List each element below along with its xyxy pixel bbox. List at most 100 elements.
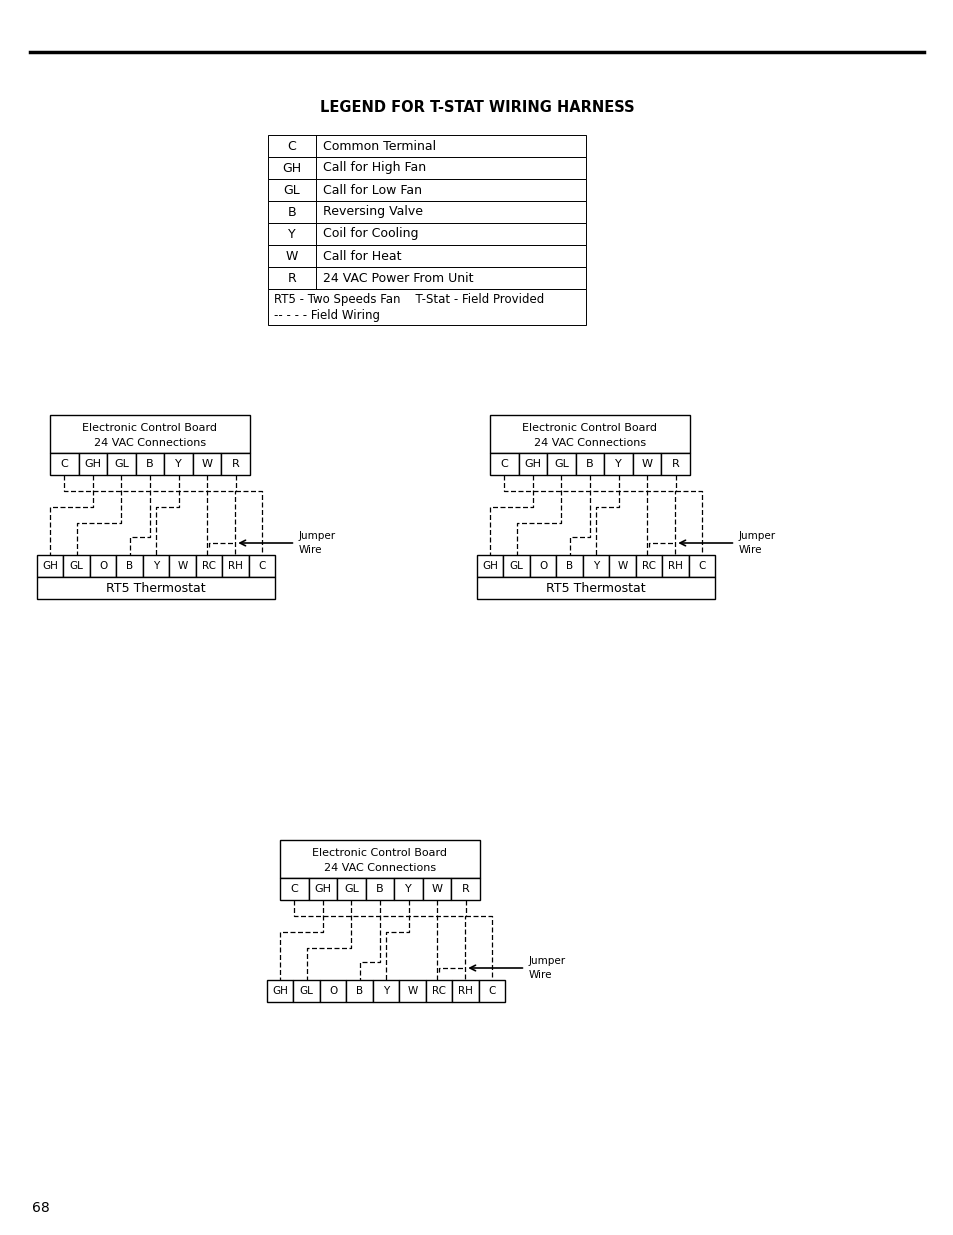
Text: RH: RH — [667, 561, 682, 571]
Text: GH: GH — [482, 561, 497, 571]
Bar — [268, 201, 585, 224]
Text: R: R — [461, 884, 469, 894]
Bar — [547, 453, 575, 475]
Bar — [603, 453, 632, 475]
Text: Electronic Control Board: Electronic Control Board — [522, 424, 657, 433]
Text: W: W — [617, 561, 627, 571]
Bar — [37, 555, 64, 577]
Text: B: B — [146, 459, 153, 469]
Text: C: C — [258, 561, 265, 571]
Bar — [169, 555, 195, 577]
Text: GL: GL — [344, 884, 358, 894]
Bar — [222, 555, 249, 577]
Text: GL: GL — [299, 986, 314, 995]
Text: Call for Heat: Call for Heat — [323, 249, 401, 263]
Text: W: W — [407, 986, 417, 995]
Text: C: C — [698, 561, 704, 571]
Text: Y: Y — [405, 884, 412, 894]
Text: Y: Y — [152, 561, 159, 571]
Bar — [476, 555, 503, 577]
Bar — [90, 555, 116, 577]
Bar — [78, 453, 107, 475]
Bar — [193, 453, 221, 475]
Bar — [50, 415, 250, 453]
Text: W: W — [431, 884, 442, 894]
Text: W: W — [177, 561, 188, 571]
Bar — [346, 981, 373, 1002]
Bar — [294, 981, 319, 1002]
Text: GL: GL — [70, 561, 84, 571]
Text: Call for Low Fan: Call for Low Fan — [323, 184, 421, 196]
Text: B: B — [126, 561, 133, 571]
Text: O: O — [99, 561, 107, 571]
Bar — [365, 878, 394, 900]
Bar — [398, 981, 425, 1002]
Text: Common Terminal: Common Terminal — [323, 140, 436, 152]
Text: RT5 - Two Speeds Fan    T-Stat - Field Provided: RT5 - Two Speeds Fan T-Stat - Field Prov… — [274, 293, 543, 305]
Bar — [319, 981, 346, 1002]
Bar — [221, 453, 250, 475]
Text: O: O — [538, 561, 547, 571]
Bar — [37, 577, 274, 599]
Text: Y: Y — [288, 227, 295, 241]
Text: Reversing Valve: Reversing Valve — [323, 205, 422, 219]
Text: RT5 Thermostat: RT5 Thermostat — [546, 582, 645, 594]
Bar — [143, 555, 169, 577]
Text: GH: GH — [84, 459, 101, 469]
Text: GL: GL — [283, 184, 300, 196]
Text: W: W — [286, 249, 298, 263]
Bar — [575, 453, 603, 475]
Text: GH: GH — [272, 986, 288, 995]
Text: LEGEND FOR T-STAT WIRING HARNESS: LEGEND FOR T-STAT WIRING HARNESS — [319, 100, 634, 116]
Text: C: C — [488, 986, 495, 995]
Text: GL: GL — [509, 561, 523, 571]
Bar — [490, 415, 689, 453]
Bar — [64, 555, 90, 577]
Bar — [490, 453, 518, 475]
Bar — [476, 577, 714, 599]
Text: RT5 Thermostat: RT5 Thermostat — [106, 582, 206, 594]
Bar — [268, 135, 585, 157]
Text: B: B — [375, 884, 383, 894]
Text: Electronic Control Board: Electronic Control Board — [82, 424, 217, 433]
Text: Jumper: Jumper — [298, 531, 335, 541]
Bar — [107, 453, 135, 475]
Text: RH: RH — [228, 561, 242, 571]
Text: O: O — [329, 986, 336, 995]
Bar — [268, 224, 585, 245]
Text: R: R — [232, 459, 239, 469]
Text: GH: GH — [282, 162, 301, 174]
Text: Y: Y — [382, 986, 389, 995]
Text: Call for High Fan: Call for High Fan — [323, 162, 426, 174]
Text: GL: GL — [113, 459, 129, 469]
Text: C: C — [290, 884, 298, 894]
Bar — [635, 555, 661, 577]
Text: Jumper: Jumper — [528, 956, 565, 966]
Text: Y: Y — [175, 459, 182, 469]
Bar — [688, 555, 714, 577]
Text: C: C — [500, 459, 508, 469]
Text: Jumper: Jumper — [738, 531, 775, 541]
Text: W: W — [201, 459, 213, 469]
Bar — [280, 878, 308, 900]
Bar — [660, 453, 689, 475]
Text: GH: GH — [524, 459, 540, 469]
Text: B: B — [565, 561, 573, 571]
Bar — [336, 878, 365, 900]
Bar — [164, 453, 193, 475]
Text: GH: GH — [314, 884, 331, 894]
Text: Electronic Control Board: Electronic Control Board — [313, 848, 447, 858]
Bar — [529, 555, 556, 577]
Text: B: B — [585, 459, 593, 469]
Bar — [422, 878, 451, 900]
Bar — [452, 981, 478, 1002]
Bar — [373, 981, 398, 1002]
Text: C: C — [60, 459, 68, 469]
Text: RC: RC — [432, 986, 445, 995]
Bar — [268, 267, 585, 289]
Bar — [661, 555, 688, 577]
Text: Y: Y — [615, 459, 621, 469]
Bar — [308, 878, 336, 900]
Bar — [50, 453, 78, 475]
Text: Coil for Cooling: Coil for Cooling — [323, 227, 418, 241]
